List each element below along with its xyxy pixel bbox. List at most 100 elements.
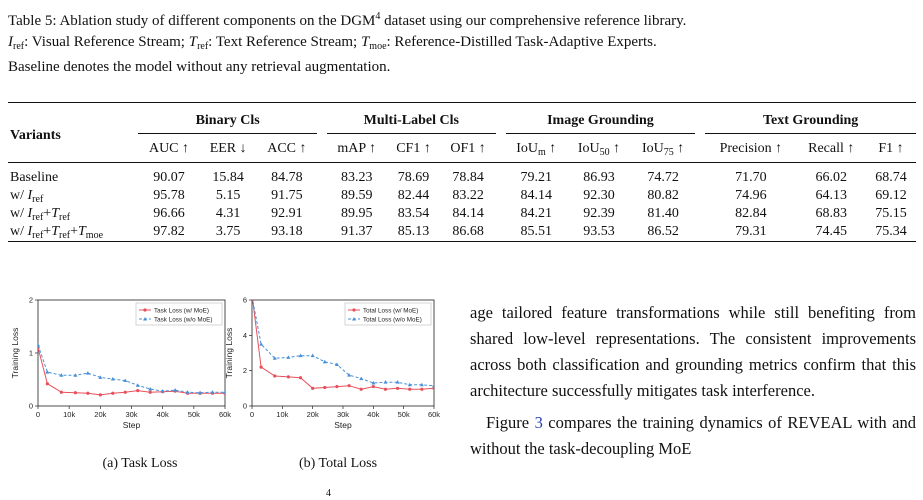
cell: 74.45 (815, 224, 848, 239)
legend-marker (143, 308, 147, 312)
legend-entry: Total Loss (w/ MoE) (363, 307, 418, 314)
data-point (73, 373, 78, 377)
x-tick-label: 60k (428, 410, 440, 419)
group-binary-cls: Binary Cls (138, 103, 317, 134)
legend-box (135, 302, 223, 326)
caption-def: : Text Reference Stream; (208, 34, 361, 50)
x-tick-label: 30k (337, 410, 349, 419)
data-point (173, 388, 178, 392)
x-axis-label: Step (123, 420, 141, 430)
data-point (334, 362, 339, 366)
data-point (371, 380, 376, 385)
table-row: w/ Iref 95.78 5.15 91.75 89.59 82.44 83.… (8, 187, 916, 205)
total-loss-figure: 0 10k 20k 30k 40k 50k 60k 0 2 4 6 Step Training Loss… (224, 290, 455, 440)
cell: 83.22 (452, 188, 484, 203)
data-point (110, 376, 115, 381)
cell: 78.84 (452, 170, 484, 185)
cell: 84.21 (520, 206, 552, 221)
ablation-table: Variants Binary Cls Multi-Label Cls Imag… (8, 102, 916, 248)
data-point (286, 355, 291, 359)
legend-entry: Total Loss (w/o MoE) (363, 316, 422, 323)
cell: 84.14 (452, 206, 484, 221)
data-point (310, 353, 315, 358)
cell: 71.70 (735, 170, 767, 185)
cell: 78.69 (397, 170, 430, 185)
cell: 74.72 (647, 170, 679, 185)
cell: 96.66 (153, 206, 185, 221)
cell: 92.39 (583, 206, 615, 221)
table-row: w/ Iref+Tref+Tmoe 97.82 3.75 93.18 91.37… (8, 223, 916, 242)
caption-text: Ablation study of different components o… (59, 13, 376, 29)
metric-auc: AUC ↑ (148, 141, 190, 156)
data-point (322, 359, 327, 364)
group-multi-label-cls: Multi-Label Cls (326, 103, 496, 134)
data-point (85, 371, 90, 375)
cell: 92.91 (271, 206, 303, 221)
series-group (252, 300, 434, 391)
cell: 75.15 (875, 206, 907, 221)
caption-sup: 4 (375, 11, 381, 22)
data-point (98, 375, 103, 379)
legend-entry: Task Loss (w/ MoE) (154, 307, 209, 314)
cell: 82.44 (397, 188, 430, 203)
body-text: age tailored feature transformations whi… (470, 300, 916, 462)
y-tick-label: 6 (243, 296, 247, 305)
cell: 86.52 (647, 224, 679, 239)
data-point (111, 391, 115, 395)
cell: 89.59 (340, 188, 373, 203)
total-loss-subcaption: (b) Total Loss (298, 456, 378, 471)
data-point (432, 383, 434, 388)
cell: 83.23 (340, 170, 373, 185)
caption-def: : Reference-Distilled Task-Adaptive Expe… (386, 34, 657, 50)
legend-marker (352, 317, 356, 321)
metric-map: mAP ↑ (337, 141, 377, 156)
data-point (359, 387, 363, 391)
group-text-grounding: Text Grounding (705, 103, 916, 134)
data-point (45, 369, 50, 374)
data-point (359, 376, 364, 381)
data-point (408, 387, 412, 391)
y-tick-label: 0 (243, 402, 247, 411)
cell: 86.68 (452, 224, 484, 239)
series-line (38, 344, 225, 394)
data-point (123, 378, 128, 383)
metric-acc: ACC ↑ (267, 141, 307, 156)
x-tick-label: 10k (276, 410, 288, 419)
x-tick-label: 40k (157, 410, 169, 419)
cell: 64.13 (815, 188, 848, 203)
data-point (395, 380, 400, 384)
caption-sub: moe (369, 41, 387, 52)
caption-symbol: I (8, 34, 13, 50)
data-point (407, 382, 412, 387)
cell: 93.18 (271, 224, 303, 239)
paragraph: Figure 3 compares the training dynamics … (470, 413, 916, 458)
task-loss-figure: 0 10k 20k 30k 40k 50k 60k 0 1 2 Step Training Loss T… (0, 290, 231, 440)
data-point (259, 365, 263, 369)
paragraph: age tailored feature transformations whi… (470, 303, 916, 400)
cell: 92.30 (583, 188, 615, 203)
y-tick-label: 4 (243, 331, 247, 340)
y-axis-label: Training Loss (224, 328, 234, 379)
cell: 79.31 (735, 224, 767, 239)
figure-ref-link[interactable]: 3 (534, 413, 543, 432)
data-point (298, 353, 303, 358)
task-loss-chart: 0 10k 20k 30k 40k 50k 60k 0 1 2 Step Training Loss T… (10, 296, 231, 431)
series-line (38, 347, 225, 396)
data-point (347, 384, 351, 388)
data-point (73, 391, 77, 395)
cell: 85.51 (520, 224, 552, 239)
x-tick-label: 20k (307, 410, 319, 419)
metric-f1: F1 ↑ (878, 141, 904, 156)
row-name: w/ Iref (10, 187, 44, 205)
metric-recall: Recall ↑ (808, 141, 855, 156)
legend-entry: Task Loss (w/o MoE) (154, 316, 212, 323)
data-point (38, 342, 40, 347)
table-metric-header: AUC ↑ EER ↓ ACC ↑ mAP ↑ CF1 ↑ OF1 ↑ IoUm… (8, 134, 916, 163)
table-group-header: Variants Binary Cls Multi-Label Cls Imag… (8, 103, 916, 143)
data-point (136, 389, 140, 393)
series-line (252, 300, 434, 387)
data-point (323, 385, 327, 390)
data-point (223, 390, 225, 394)
cell: 84.14 (520, 188, 552, 203)
cell: 91.75 (271, 188, 303, 203)
